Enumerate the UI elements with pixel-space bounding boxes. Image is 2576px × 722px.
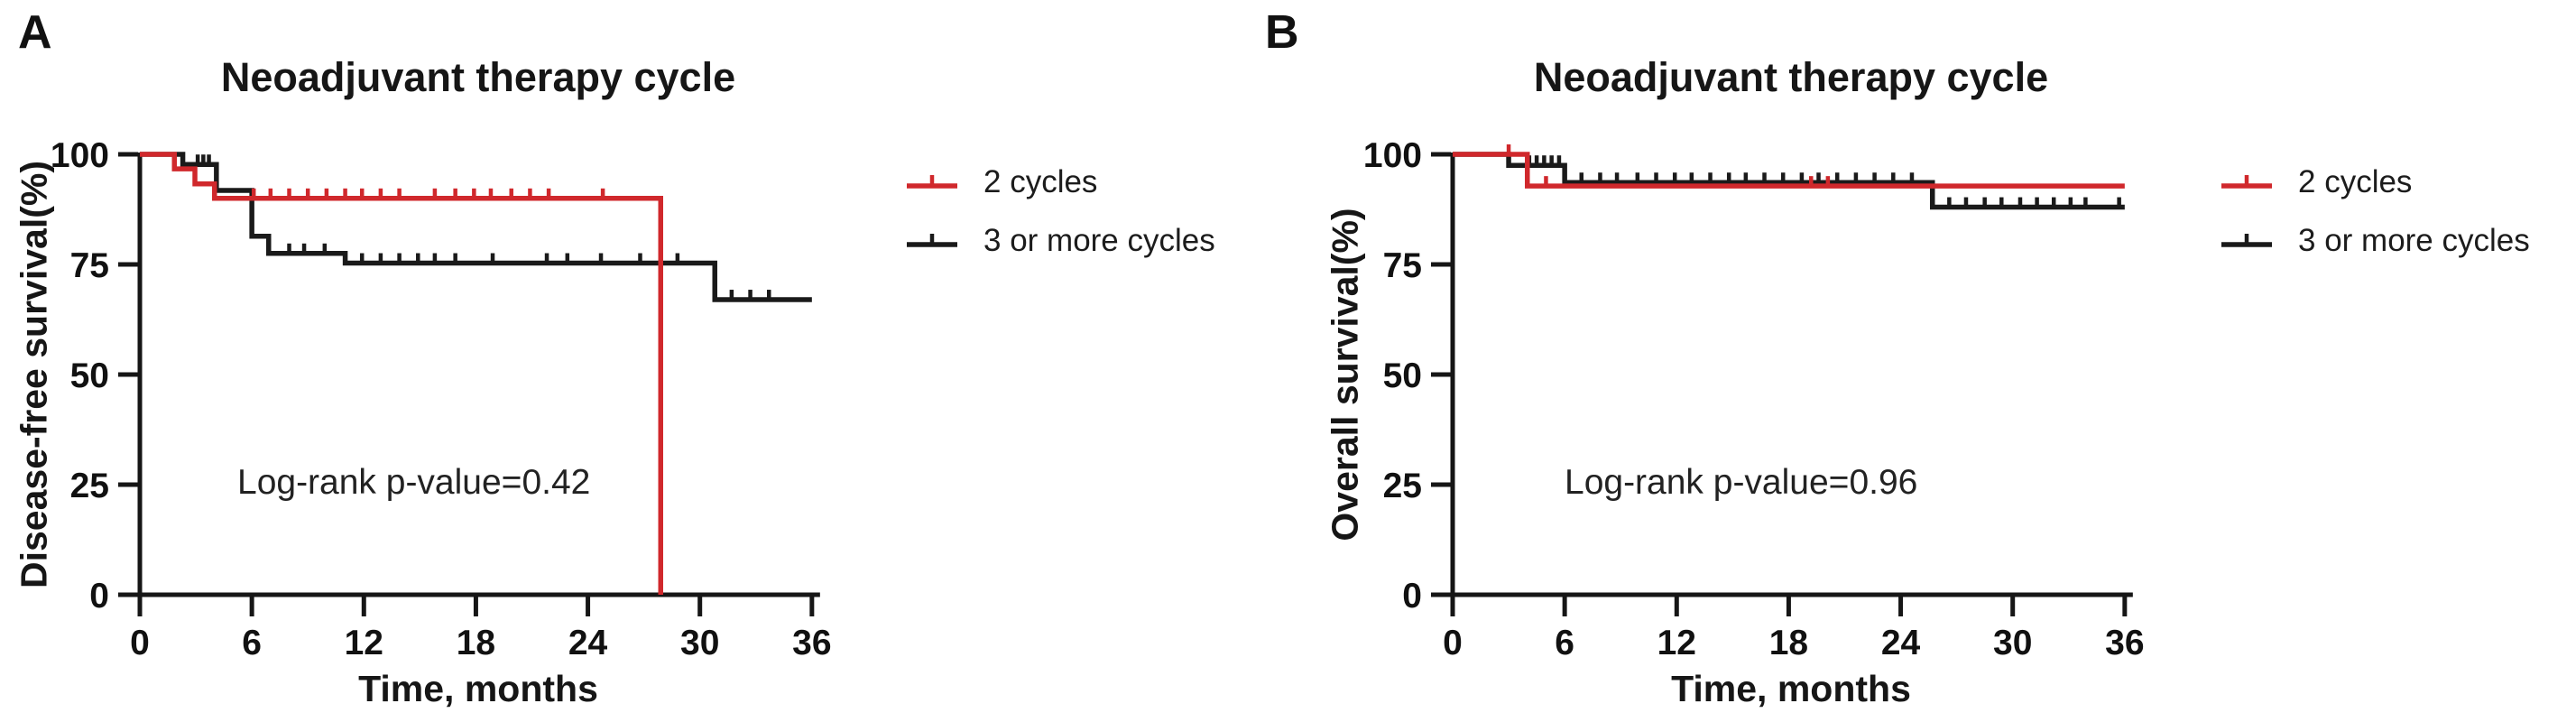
- x-tick-label: 12: [1657, 624, 1696, 662]
- series-3-or-more-cycles: [1453, 152, 2125, 210]
- x-tick-label: 36: [2105, 624, 2144, 662]
- panel-a-title: Neoadjuvant therapy cycle: [220, 54, 736, 100]
- y-tick-label: 100: [51, 136, 109, 175]
- x-tick-label: 6: [1555, 624, 1574, 662]
- legend-symbol-red-censor-line-icon: [907, 175, 957, 189]
- x-tick-label: 0: [130, 624, 150, 662]
- y-tick-label: 25: [70, 467, 109, 505]
- panel-b-y-axis-label: Overall survival(%): [1324, 208, 1366, 542]
- panel-a-legend: 2 cycles 3 or more cycles: [905, 164, 1215, 258]
- axes: [1431, 152, 2133, 616]
- x-tick-label: 12: [345, 624, 383, 662]
- panel-b-pvalue-annotation: Log-rank p-value=0.96: [1565, 463, 1918, 502]
- x-tick-label: 18: [457, 624, 495, 662]
- km-step-curve: [140, 152, 812, 302]
- y-tick-label: 50: [1383, 356, 1422, 395]
- x-tick-label: 18: [1769, 624, 1808, 662]
- legend-item-3-or-more-cycles: 3 or more cycles: [905, 223, 1215, 258]
- y-tick-label: 75: [70, 246, 109, 285]
- x-tick-label: 30: [680, 624, 719, 662]
- y-tick-label: 0: [89, 577, 109, 616]
- panel-b-title: Neoadjuvant therapy cycle: [1533, 54, 2049, 100]
- panel-b-legend: 2 cycles 3 or more cycles: [2220, 164, 2530, 258]
- x-tick-label: 0: [1443, 624, 1463, 662]
- y-tick-label: 75: [1383, 246, 1422, 285]
- panel-a-y-axis-label: Disease-free survival(%): [13, 160, 55, 589]
- legend-symbol-red-censor-line-icon: [2221, 175, 2272, 189]
- legend-symbol-black-censor-line-icon: [2221, 234, 2272, 247]
- axes: [118, 152, 820, 616]
- panel-a-x-axis-label: Time, months: [358, 668, 598, 709]
- y-tick-label: 0: [1402, 577, 1422, 616]
- panel-b-letter: B: [1265, 6, 1299, 59]
- y-tick-label: 50: [70, 356, 109, 395]
- legend-item-3-or-more-cycles: 3 or more cycles: [2220, 223, 2530, 258]
- x-tick-label: 6: [242, 624, 262, 662]
- legend-item-2-cycles: 2 cycles: [2220, 164, 2530, 199]
- tick-labels: 100 75 50 25 00 6 12 18 24 30 36: [51, 136, 832, 662]
- legend-label: 2 cycles: [2298, 164, 2413, 199]
- series-3-or-more-cycles: [140, 152, 812, 302]
- panel-a-pvalue-annotation: Log-rank p-value=0.42: [237, 463, 591, 502]
- x-tick-label: 24: [1881, 624, 1921, 662]
- panel-b-x-axis-label: Time, months: [1671, 668, 1911, 709]
- series-2-cycles: [140, 152, 664, 595]
- legend-item-2-cycles: 2 cycles: [905, 164, 1215, 199]
- x-tick-label: 30: [1993, 624, 2032, 662]
- series-2-cycles: [1453, 144, 2125, 189]
- tick-labels: 100 75 50 25 00 6 12 18 24 30 36: [1363, 136, 2145, 662]
- legend-label: 3 or more cycles: [2298, 223, 2530, 258]
- y-tick-label: 100: [1363, 136, 1422, 175]
- panel-a-plot: 100 75 50 25 00 6 12 18 24 30 36: [51, 136, 832, 662]
- legend-symbol-black-censor-line-icon: [907, 234, 957, 247]
- legend-label: 2 cycles: [983, 164, 1098, 199]
- legend-label: 3 or more cycles: [983, 223, 1215, 258]
- km-step-curve: [140, 152, 664, 595]
- panel-a-letter: A: [18, 6, 52, 59]
- y-tick-label: 25: [1383, 467, 1422, 505]
- x-tick-label: 36: [792, 624, 831, 662]
- x-tick-label: 24: [568, 624, 608, 662]
- panel-b-plot: 100 75 50 25 00 6 12 18 24 30 36: [1363, 136, 2145, 662]
